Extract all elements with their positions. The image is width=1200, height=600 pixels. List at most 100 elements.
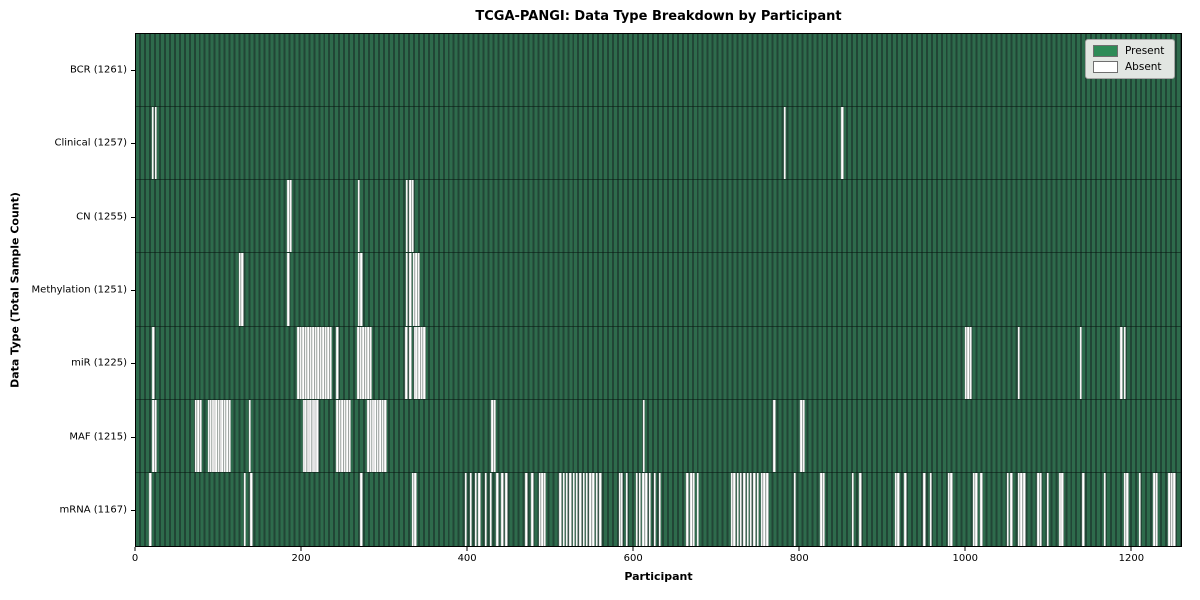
absent-mark (736, 472, 739, 546)
absent-mark (1006, 472, 1010, 546)
absent-mark (411, 180, 415, 253)
absent-mark (405, 180, 409, 253)
xtick-label-1000: 1000 (952, 553, 979, 564)
ytick-label-miR: miR (1225) (71, 357, 127, 369)
absent-mark (154, 399, 158, 472)
absent-mark (501, 472, 504, 546)
absent-mark (219, 399, 222, 472)
legend: Present Absent (1085, 39, 1176, 79)
absent-mark (783, 107, 787, 180)
absent-mark (196, 399, 200, 472)
absent-mark (595, 472, 598, 546)
absent-mark (592, 472, 595, 546)
chart-title: TCGA-PANGI: Data Type Breakdown by Parti… (475, 9, 842, 24)
absent-mark (840, 107, 844, 180)
absent-mark (859, 472, 862, 546)
xtick-mark (466, 547, 468, 551)
absent-mark (749, 472, 753, 546)
absent-mark (692, 472, 695, 546)
absent-mark (311, 399, 314, 472)
absent-mark (412, 253, 415, 326)
absent-mark (361, 326, 365, 399)
absent-mark (746, 472, 749, 546)
absent-mark (152, 399, 155, 472)
absent-mark (307, 326, 310, 399)
absent-mark (903, 472, 907, 546)
absent-mark (733, 472, 736, 546)
absent-mark (568, 472, 572, 546)
absent-mark (802, 399, 806, 472)
absent-mark (752, 472, 756, 546)
absent-mark (223, 399, 226, 472)
absent-mark (980, 472, 983, 546)
absent-mark (685, 472, 689, 546)
heatmap-row-Clinical (136, 107, 1181, 181)
absent-mark (209, 399, 212, 472)
absent-mark (540, 472, 544, 546)
absent-mark (575, 472, 579, 546)
absent-mark (964, 326, 967, 399)
absent-mark (1168, 472, 1171, 546)
absent-mark (1017, 326, 1020, 399)
absent-mark (1125, 472, 1129, 546)
absent-mark (572, 472, 575, 546)
absent-mark (228, 399, 231, 472)
absent-mark (562, 472, 565, 546)
absent-mark (897, 472, 900, 546)
absent-mark (975, 472, 978, 546)
absent-mark (1103, 472, 1106, 546)
ytick-label-Clinical: Clinical (1257) (54, 137, 128, 149)
absent-mark (411, 472, 415, 546)
absent-mark (359, 326, 362, 399)
absent-mark (211, 399, 215, 472)
absent-mark (822, 472, 826, 546)
absent-mark (491, 399, 494, 472)
absent-mark (585, 472, 589, 546)
heatmap-row-Methylation (136, 253, 1181, 327)
absent-mark (1081, 472, 1085, 546)
absent-mark (240, 253, 244, 326)
absent-mark (969, 326, 972, 399)
absent-mark (369, 326, 372, 399)
absent-mark (336, 399, 339, 472)
heatmap-row-MAF (136, 399, 1181, 473)
absent-mark (409, 253, 412, 326)
xtick-label-800: 800 (789, 553, 809, 564)
absent-mark (152, 326, 155, 399)
heatmap-plot (135, 33, 1182, 547)
legend-entry-absent: Absent (1093, 61, 1164, 73)
absent-mark (148, 472, 152, 546)
absent-mark (418, 326, 421, 399)
xtick-mark (632, 547, 634, 551)
absent-mark (346, 399, 349, 472)
absent-mark (357, 180, 361, 253)
absent-mark (972, 472, 976, 546)
absent-mark (851, 472, 855, 546)
absent-mark (304, 399, 308, 472)
absent-mark (559, 472, 562, 546)
absent-mark (582, 472, 585, 546)
absent-mark (800, 399, 803, 472)
absent-mark (496, 472, 499, 546)
absent-mark (1017, 472, 1020, 546)
absent-mark (696, 472, 700, 546)
absent-mark (1120, 326, 1123, 399)
xtick-label-600: 600 (623, 553, 643, 564)
absent-mark (489, 472, 492, 546)
absent-mark (309, 326, 313, 399)
absent-mark (929, 472, 932, 546)
xtick-label-400: 400 (457, 553, 477, 564)
absent-mark (625, 472, 628, 546)
absent-mark (374, 399, 377, 472)
absent-mark (730, 472, 734, 546)
absent-mark (360, 253, 363, 326)
legend-entry-present: Present (1093, 45, 1164, 57)
absent-mark (316, 399, 319, 472)
absent-mark (289, 180, 293, 253)
absent-mark (966, 326, 970, 399)
xtick-label-1200: 1200 (1118, 553, 1145, 564)
absent-mark (505, 472, 508, 546)
absent-mark (530, 472, 534, 546)
absent-mark (364, 326, 367, 399)
absent-mark (414, 326, 417, 399)
